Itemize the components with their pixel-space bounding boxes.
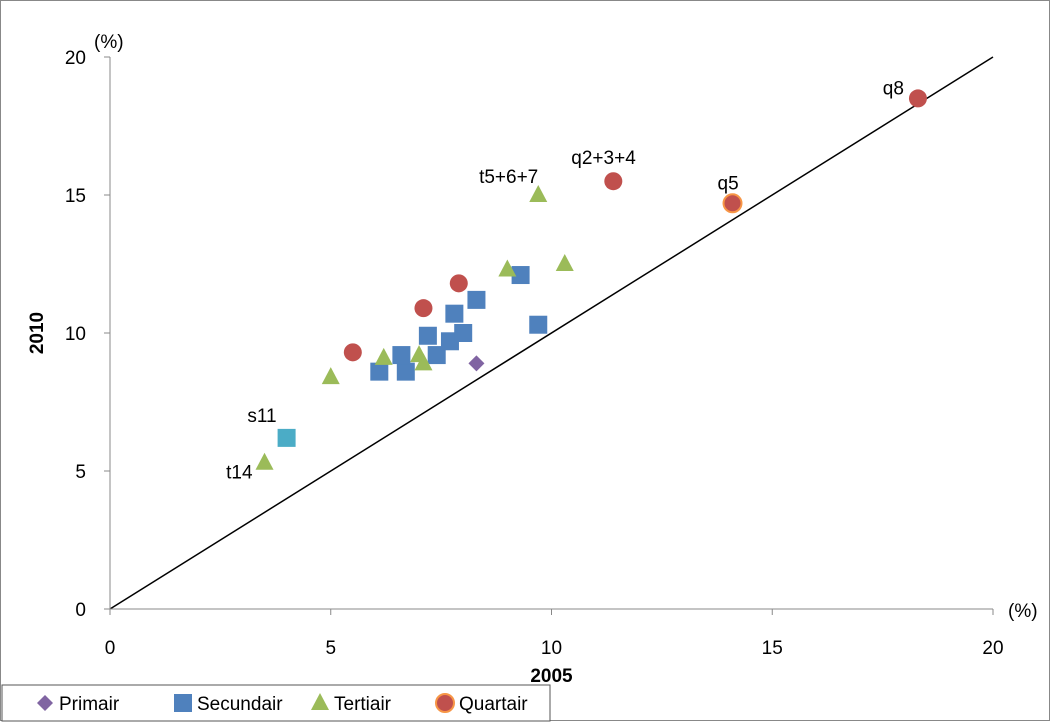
quartair-point (414, 299, 433, 318)
primair-point (468, 355, 485, 372)
diagonal-reference-line (109, 56, 994, 610)
quartair-point (722, 193, 743, 214)
point-label: q5 (718, 173, 739, 194)
quartair-point (449, 274, 468, 293)
legend-label-tertiair: Tertiair (334, 694, 392, 715)
secundair-point (418, 326, 437, 345)
x-unit-label: (%) (1008, 601, 1038, 622)
x-tick-label: 10 (541, 638, 562, 659)
point-label: s11 (247, 406, 276, 427)
point-label: t14 (226, 463, 253, 484)
quartair-point (908, 89, 927, 108)
y-tick-label: 0 (75, 600, 86, 621)
secundair-point (454, 324, 473, 342)
point-label: q2+3+4 (571, 148, 636, 169)
legend-label-secundair: Secundair (197, 694, 283, 715)
tertiair-point (255, 452, 274, 470)
legend-marker-tertiair (311, 693, 329, 710)
legend-label-quartair: Quartair (459, 694, 528, 715)
x-tick-label: 5 (325, 638, 336, 659)
y-tick-label: 20 (65, 48, 86, 69)
secundair-point (529, 315, 548, 334)
x-tick-label: 15 (762, 638, 783, 659)
secundair-point (392, 346, 411, 365)
x-tick-label: 20 (982, 638, 1003, 659)
legend-label-primair: Primair (59, 694, 120, 715)
tertiair-point (374, 347, 393, 365)
tertiair-point (529, 185, 548, 202)
secundair-point (396, 362, 415, 381)
secundair-point (277, 428, 296, 447)
y-tick-label: 10 (65, 324, 86, 345)
x-axis-title: 2005 (530, 666, 573, 687)
point-label: t5+6+7 (479, 167, 538, 188)
legend-marker-secundair (174, 694, 192, 712)
secundair-point (467, 290, 486, 309)
secundair-point (511, 266, 530, 285)
legend-marker-primair (37, 695, 53, 711)
y-unit-label: (%) (94, 32, 124, 53)
quartair-point (604, 172, 623, 191)
legend-marker-quartair (435, 693, 455, 713)
tertiair-point (321, 367, 340, 385)
tertiair-point (555, 254, 574, 271)
y-tick-label: 15 (65, 186, 86, 207)
x-tick-label: 0 (105, 638, 116, 659)
secundair-point (370, 362, 389, 381)
secundair-point (427, 346, 446, 365)
quartair-point (343, 343, 362, 362)
legend-box (1, 684, 551, 722)
tertiair-point (414, 353, 433, 371)
point-label: q8 (883, 78, 904, 99)
tertiair-point (498, 259, 517, 277)
y-axis-title: 2010 (27, 312, 48, 354)
y-tick-label: 5 (75, 462, 86, 483)
secundair-point (445, 304, 464, 323)
